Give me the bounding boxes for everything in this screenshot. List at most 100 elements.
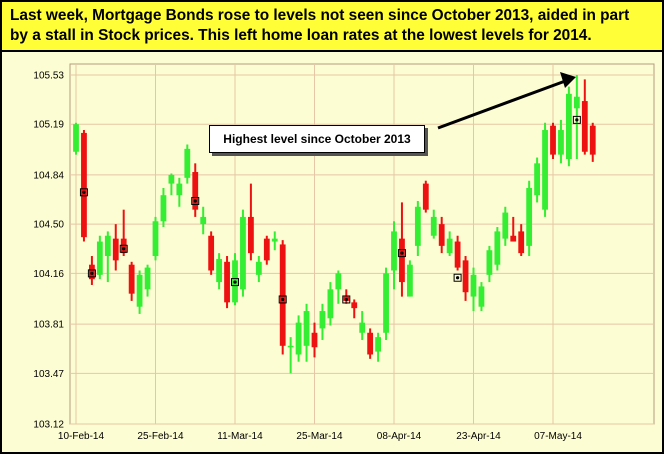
candles xyxy=(73,75,596,374)
marker-dot xyxy=(456,276,460,280)
candle-body-down xyxy=(422,183,429,210)
x-tick-label: 07-May-14 xyxy=(534,431,582,442)
candle-body-down xyxy=(351,302,358,309)
x-tick-label: 25-Mar-14 xyxy=(296,431,343,442)
arrow-line xyxy=(437,78,569,130)
candle-body-down xyxy=(399,238,405,283)
candle-body-down xyxy=(311,332,318,348)
y-tick-label: 105.53 xyxy=(33,71,64,82)
candle-body-up xyxy=(414,206,421,246)
candle-body-down xyxy=(112,238,119,261)
candle-body-up xyxy=(391,231,397,271)
marker-dot xyxy=(90,271,94,275)
candle-body-down xyxy=(581,101,588,152)
candle-body-up xyxy=(240,216,246,290)
arrow-head xyxy=(560,72,576,88)
marker-dot xyxy=(122,247,126,251)
markers xyxy=(79,115,581,304)
candle-body-down xyxy=(263,238,270,261)
x-tick-label: 23-Apr-14 xyxy=(456,431,501,442)
candle-body-up xyxy=(383,273,389,333)
candle-body-up xyxy=(136,274,143,307)
candle-body-up xyxy=(407,264,413,297)
candle-body-up xyxy=(184,148,191,178)
marker-box xyxy=(278,295,287,304)
marker-box xyxy=(119,244,128,253)
marker-dot xyxy=(193,199,197,203)
candle-body-up xyxy=(446,238,453,254)
y-tick-label: 103.12 xyxy=(33,420,64,431)
candle-body-up xyxy=(160,195,167,222)
candle-body-up xyxy=(573,96,580,109)
marker-box xyxy=(87,269,96,278)
x-tick-label: 25-Feb-14 xyxy=(137,431,184,442)
candle-body-up xyxy=(295,322,302,355)
marker-box xyxy=(231,278,239,287)
x-tick-label: 10-Feb-14 xyxy=(58,431,105,442)
candle-body-up xyxy=(271,238,278,242)
x-tick-label: 08-Apr-14 xyxy=(377,431,422,442)
candle-body-up xyxy=(287,345,294,348)
y-tick-label: 104.50 xyxy=(33,220,64,231)
candle-body-up xyxy=(303,311,310,346)
marker-dot xyxy=(344,297,348,302)
candle-body-up xyxy=(96,241,103,275)
candle-body-up xyxy=(494,231,501,265)
headline-line-1: Last week, Mortgage Bonds rose to levels… xyxy=(10,7,630,24)
marker-dot xyxy=(575,118,579,122)
marker-box xyxy=(191,196,200,205)
candle-body-up xyxy=(104,235,111,257)
marker-box xyxy=(342,295,351,304)
annotation-callout: Highest level since October 2013 xyxy=(209,125,425,153)
candle-body-down xyxy=(192,172,199,210)
candle-body-down xyxy=(81,132,87,238)
candle-body-up xyxy=(375,337,381,352)
y-axis-tick-labels: 105.53 105.19 104.84 104.50 104.16 103.81 103.… xyxy=(33,71,64,431)
candle-body-up xyxy=(566,93,572,159)
candle-body-up xyxy=(359,322,366,333)
candle-body-up xyxy=(152,221,159,257)
headline-line-2: by a stall in Stock prices. This left ho… xyxy=(10,27,592,44)
marker-box xyxy=(453,273,462,282)
candle-body-up xyxy=(168,174,175,184)
candle-body-down xyxy=(438,224,445,246)
candle-body-down xyxy=(367,332,374,355)
y-tick-label: 103.81 xyxy=(33,320,64,331)
candle-body-up xyxy=(430,216,437,236)
candle-body-up xyxy=(176,183,183,196)
marker-box xyxy=(397,249,406,258)
candle-body-down xyxy=(248,216,254,254)
marker-dot xyxy=(281,297,285,302)
marker-box xyxy=(572,115,581,124)
x-tick-label: 11-Mar-14 xyxy=(217,431,263,442)
candle-body-down xyxy=(589,125,596,155)
candle-body-down xyxy=(510,235,517,242)
candle-body-up xyxy=(319,311,326,329)
candle-body-up xyxy=(470,274,477,297)
candle-body-down xyxy=(279,244,286,346)
candle-body-up xyxy=(73,124,79,152)
candle-body-up xyxy=(534,163,540,196)
candle-body-up xyxy=(144,267,151,290)
candle-body-up xyxy=(216,258,222,283)
x-axis-tick-labels: 10-Feb-14 25-Feb-14 11-Mar-14 25-Mar-14 08-A… xyxy=(58,431,582,442)
y-tick-label: 105.19 xyxy=(33,120,64,131)
headline: Last week, Mortgage Bonds rose to levels… xyxy=(2,2,662,52)
candle-body-up xyxy=(478,286,485,307)
candle-body-up xyxy=(327,289,334,319)
candle-body-up xyxy=(486,250,493,275)
candle-body-down xyxy=(462,260,469,293)
marker-dot xyxy=(400,251,404,255)
candle-body-down xyxy=(454,241,461,268)
marker-box xyxy=(79,188,88,197)
candle-body-up xyxy=(542,130,548,210)
candle-body-down xyxy=(224,261,230,303)
y-tick-label: 103.47 xyxy=(33,369,64,380)
candle-body-up xyxy=(526,187,533,246)
candle-body-up xyxy=(558,130,564,155)
candle-body-up xyxy=(255,261,262,275)
y-tick-label: 104.16 xyxy=(33,269,64,280)
candle-body-down xyxy=(550,125,556,155)
marker-dot xyxy=(233,280,237,284)
